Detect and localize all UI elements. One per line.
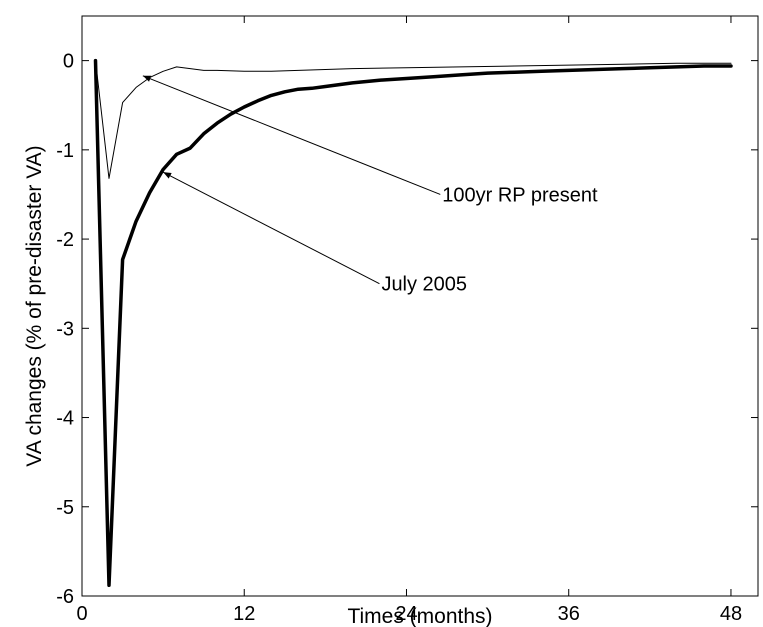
y-tick-label: -5 [56, 497, 74, 519]
series-line-100yr-rp-present [95, 60, 732, 179]
plot-area [81, 15, 759, 597]
x-tick-label: 36 [558, 603, 580, 625]
x-tick-label: 24 [395, 603, 417, 625]
annotation-layer: 100yr RP present July 2005 [142, 75, 598, 296]
x-axis-label: Times (months) [347, 605, 492, 627]
annotation-label: 100yr RP present [442, 184, 598, 206]
series-line-july-2005 [93, 58, 733, 588]
y-tick-label: -2 [56, 229, 74, 251]
y-axis-label: VA changes (% of pre-disaster VA) [23, 145, 46, 466]
y-tick-label: 0 [63, 51, 74, 73]
annotation-arrow [162, 171, 380, 285]
x-tick-label: 0 [76, 603, 87, 625]
annotation-arrow [142, 75, 441, 195]
y-tick-label: -1 [56, 140, 74, 162]
x-tick-label: 12 [233, 603, 255, 625]
y-tick-label: -6 [56, 586, 74, 608]
annotation-label: July 2005 [381, 274, 467, 296]
axis-ticks: 0 12 24 36 48 -6 -5 -4 -3 -2 -1 0 [56, 16, 758, 625]
series-layer [93, 58, 733, 588]
y-tick-label: -3 [56, 318, 74, 340]
y-tick-label: -4 [56, 408, 74, 430]
x-tick-label: 48 [720, 603, 742, 625]
